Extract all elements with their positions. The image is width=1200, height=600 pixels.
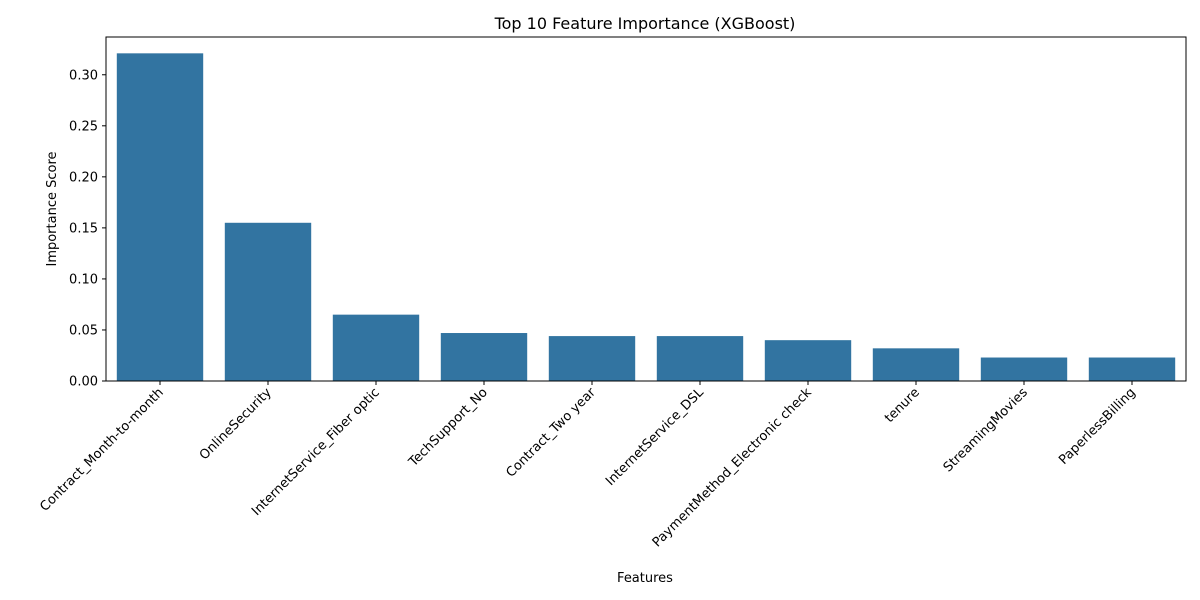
x-axis-title: Features: [617, 571, 673, 586]
x-tick-label-9: PaperlessBilling: [1056, 385, 1139, 468]
y-tick-label-3: 0.15: [69, 221, 98, 236]
x-tick-label-5: InternetService_DSL: [603, 385, 707, 489]
bars-group: [116, 53, 1176, 382]
y-tick-label-1: 0.05: [69, 323, 98, 338]
y-tick-label-4: 0.20: [69, 170, 98, 185]
x-tick-label-8: StreamingMovies: [941, 385, 1031, 475]
y-axis-title: Importance Score: [45, 151, 60, 266]
plot-frame: [105, 36, 1187, 382]
y-tick-label-2: 0.10: [69, 272, 98, 287]
x-axis: Contract_Month-to-month OnlineSecurityInt…: [37, 381, 1139, 550]
bar-8: [980, 357, 1068, 381]
bar-5: [656, 336, 744, 381]
bar-7: [872, 348, 960, 381]
x-tick-label-4: Contract_Two year: [503, 385, 599, 481]
bar-1: [224, 222, 312, 381]
y-tick-label-5: 0.25: [69, 119, 98, 134]
x-tick-label-2: InternetService_Fiber optic: [249, 385, 383, 519]
bar-0: [116, 53, 204, 382]
x-tick-label-7: tenure: [882, 385, 923, 426]
x-tick-label-0: Contract_Month-to-month: [37, 385, 166, 514]
bar-2: [332, 314, 420, 381]
y-tick-label-0: 0.00: [69, 375, 98, 390]
chart-title: Top 10 Feature Importance (XGBoost): [494, 14, 796, 33]
x-tick-label-1: OnlineSecurity: [197, 385, 275, 463]
bar-4: [548, 336, 636, 381]
y-axis: 0.00 0.05 0.10 0.15 0.20 0.25 0.30: [69, 68, 106, 390]
bar-3: [440, 333, 528, 381]
bar-6: [764, 340, 852, 381]
y-tick-label-6: 0.30: [69, 68, 98, 83]
x-tick-label-3: TechSupport_No: [405, 385, 490, 470]
bar-9: [1088, 357, 1176, 381]
